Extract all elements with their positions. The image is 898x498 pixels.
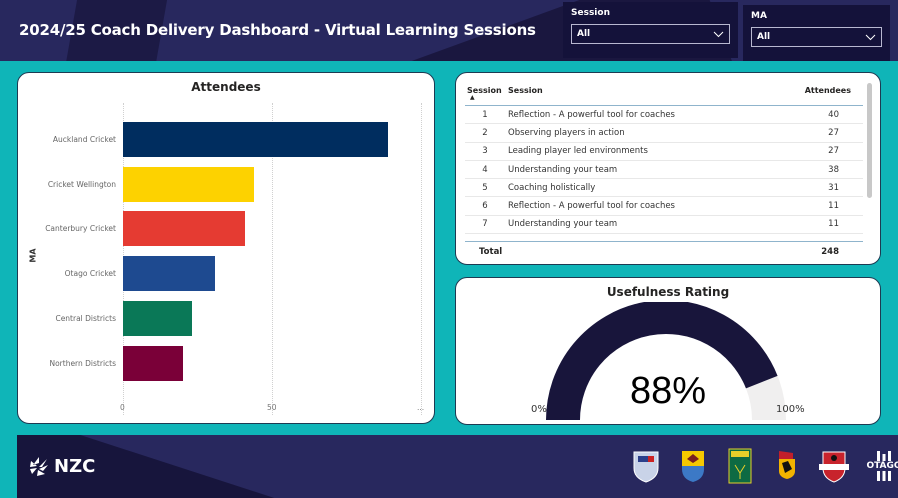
- chevron-down-icon: [865, 34, 876, 40]
- page-title: 2024/25 Coach Delivery Dashboard - Virtu…: [19, 21, 536, 39]
- total-label: Total: [479, 247, 503, 257]
- header-banner: 2024/25 Coach Delivery Dashboard - Virtu…: [0, 0, 898, 61]
- association-logos: OTAGO: [629, 443, 898, 489]
- attendee-count: 31: [828, 182, 839, 193]
- column-header-session-name[interactable]: Session: [508, 86, 543, 95]
- session-number: 6: [482, 201, 488, 212]
- otago-wordmark: OTAGO: [866, 461, 898, 471]
- x-tick: 0: [120, 403, 125, 412]
- bar-canterbury-cricket[interactable]: [123, 211, 246, 247]
- table-total-row: Total 248: [465, 241, 863, 257]
- bar-cricket-wellington[interactable]: [123, 166, 255, 202]
- bar-otago-cricket[interactable]: [123, 256, 216, 292]
- session-name: Observing players in action: [508, 127, 625, 138]
- attendees-chart-card: Attendees MA 0 50 ... Auckland Cricket Cr…: [17, 72, 435, 424]
- usefulness-gauge: [546, 302, 786, 420]
- fern-icon: [30, 457, 48, 476]
- gridline: [272, 103, 273, 415]
- ma-dropdown-value: All: [757, 32, 771, 42]
- total-value: 248: [821, 247, 839, 257]
- gauge-max-label: 100%: [776, 404, 805, 415]
- attendees-chart-title: Attendees: [191, 80, 261, 94]
- chevron-down-icon: [713, 31, 724, 37]
- session-number: 7: [482, 219, 488, 230]
- category-label: Auckland Cricket: [52, 135, 116, 144]
- attendee-count: 27: [828, 146, 839, 157]
- bar-northern-districts[interactable]: [123, 345, 183, 381]
- sort-ascending-icon: ▲: [470, 94, 475, 101]
- ma-dropdown[interactable]: All: [751, 27, 882, 47]
- y-axis-title: MA: [28, 248, 38, 263]
- session-name: Leading player led environments: [508, 146, 648, 157]
- gauge-title: Usefulness Rating: [606, 285, 730, 299]
- table-row[interactable]: 6 Reflection - A powerful tool for coache…: [465, 197, 863, 216]
- footer-banner: NZC OTAGO: [17, 435, 898, 498]
- table-row[interactable]: 3 Leading player led environments 27: [465, 143, 863, 161]
- usefulness-gauge-card: Usefulness Rating 88% 0% 100%: [455, 277, 881, 425]
- auckland-cricket-logo: [629, 443, 663, 489]
- table-row[interactable]: 7 Understanding your team 11: [465, 216, 863, 235]
- table-scrollbar[interactable]: [867, 83, 872, 198]
- cricket-wellington-logo: [676, 443, 710, 489]
- gridline: [421, 103, 422, 415]
- table-row[interactable]: 1 Reflection - A powerful tool for coache…: [465, 106, 863, 125]
- x-tick: ...: [417, 403, 425, 412]
- session-filter: Session All: [563, 2, 738, 58]
- table-row[interactable]: 2 Observing players in action 27: [465, 124, 863, 143]
- session-name: Reflection - A powerful tool for coaches: [508, 201, 675, 212]
- session-name: Coaching holistically: [508, 182, 596, 193]
- attendee-count: 11: [828, 219, 839, 230]
- session-number: 4: [482, 164, 488, 175]
- attendee-count: 38: [828, 164, 839, 175]
- attendee-count: 40: [828, 109, 839, 120]
- session-number: 2: [482, 127, 488, 138]
- category-label: Northern Districts: [49, 358, 116, 368]
- sessions-table-card: Session ▲ Session Attendees 1 Reflection …: [455, 72, 881, 265]
- sessions-table: Session ▲ Session Attendees 1 Reflection …: [465, 83, 863, 235]
- table-row[interactable]: 5 Coaching holistically 31: [465, 179, 863, 198]
- category-label: Cricket Wellington: [47, 179, 116, 189]
- session-name: Reflection - A powerful tool for coaches: [508, 109, 675, 120]
- otago-cricket-logo: OTAGO: [864, 443, 898, 489]
- nzc-wordmark: NZC: [54, 455, 96, 477]
- bar-central-districts[interactable]: [123, 300, 192, 336]
- session-name: Understanding your team: [508, 219, 618, 230]
- gauge-value: 88%: [629, 370, 707, 412]
- column-header-attendees[interactable]: Attendees: [804, 86, 851, 95]
- ma-filter: MA All: [743, 5, 890, 61]
- northern-districts-logo: [770, 443, 804, 489]
- session-name: Understanding your team: [508, 164, 618, 175]
- session-number: 5: [482, 182, 488, 193]
- central-districts-logo: [723, 443, 757, 489]
- bar-auckland-cricket[interactable]: [123, 122, 389, 157]
- gauge-min-label: 0%: [531, 404, 547, 415]
- attendee-count: 27: [828, 127, 839, 138]
- session-number: 1: [482, 109, 488, 120]
- table-body: 1 Reflection - A powerful tool for coache…: [465, 106, 863, 235]
- attendee-count: 11: [828, 201, 839, 212]
- table-row[interactable]: 4 Understanding your team 38: [465, 161, 863, 180]
- x-tick: 50: [267, 403, 277, 412]
- category-label: Central Districts: [55, 313, 116, 323]
- session-dropdown[interactable]: All: [571, 24, 730, 44]
- ma-filter-label: MA: [751, 11, 767, 21]
- table-header: Session ▲ Session Attendees: [465, 83, 863, 106]
- nzc-logo: NZC: [27, 455, 95, 477]
- category-label: Otago Cricket: [64, 269, 116, 279]
- column-header-session-number[interactable]: Session ▲: [465, 86, 505, 105]
- session-filter-label: Session: [571, 8, 610, 18]
- session-dropdown-value: All: [577, 29, 591, 39]
- canterbury-cricket-logo: [817, 443, 851, 489]
- category-label: Canterbury Cricket: [45, 224, 116, 234]
- attendees-bar-chart: MA 0 50 ... Auckland Cricket Cricket Well…: [18, 73, 434, 423]
- session-number: 3: [482, 146, 488, 157]
